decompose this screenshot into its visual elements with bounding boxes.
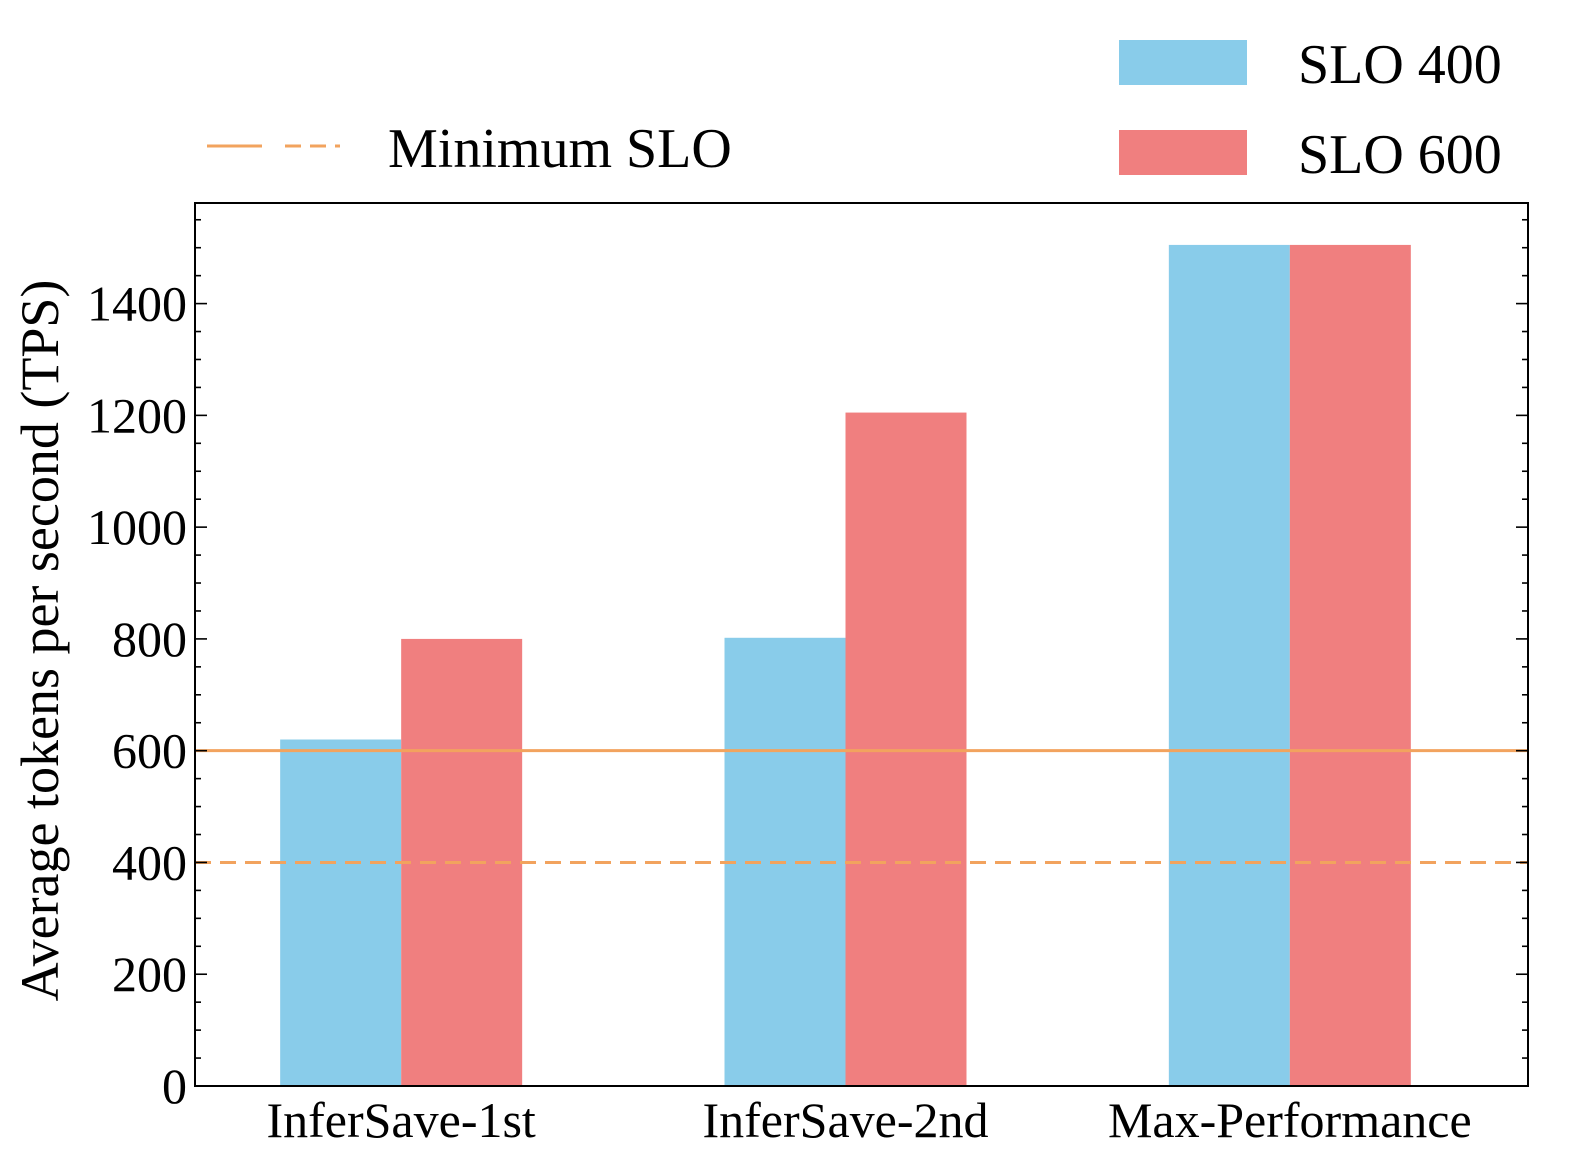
reference-lines <box>195 749 1528 864</box>
legend-swatch-slo-400 <box>1119 40 1247 85</box>
y-axis-label: Average tokens per second (TPS) <box>10 280 70 1002</box>
y-tick-label-1400: 1400 <box>87 276 187 332</box>
axis-ticks <box>195 218 1528 1087</box>
x-tick-label-infersave-2nd: InferSave-2nd <box>703 1092 989 1148</box>
x-tick-label-max-performance: Max-Performance <box>1108 1092 1472 1148</box>
bar-slo-600-max-performance <box>1289 244 1411 1086</box>
x-tick-label-infersave-1st: InferSave-1st <box>266 1092 535 1148</box>
bar-slo-400-infersave-1st <box>280 739 402 1086</box>
legend-label-slo-600: SLO 600 <box>1298 124 1502 186</box>
y-tick-label-1000: 1000 <box>87 499 187 555</box>
bar-slo-400-max-performance <box>1168 244 1290 1086</box>
legend-swatch-slo-600 <box>1119 130 1247 175</box>
plot-frame <box>194 202 1529 1087</box>
axis-labels: InferSave-1st InferSave-2nd Max-Performanc… <box>87 276 1472 1148</box>
bars-layer <box>280 244 1411 1087</box>
y-tick-label-0: 0 <box>162 1058 187 1114</box>
legend-label-slo-400: SLO 400 <box>1298 34 1502 96</box>
y-tick-label-600: 600 <box>112 723 187 779</box>
legend-label-minimum-slo: Minimum SLO <box>388 118 732 180</box>
legend: SLO 400 SLO 600 Minimum SLO <box>207 34 1502 186</box>
y-tick-label-1200: 1200 <box>87 387 187 443</box>
y-tick-label-200: 200 <box>112 946 187 1002</box>
y-tick-label-800: 800 <box>112 611 187 667</box>
y-tick-label-400: 400 <box>112 834 187 890</box>
